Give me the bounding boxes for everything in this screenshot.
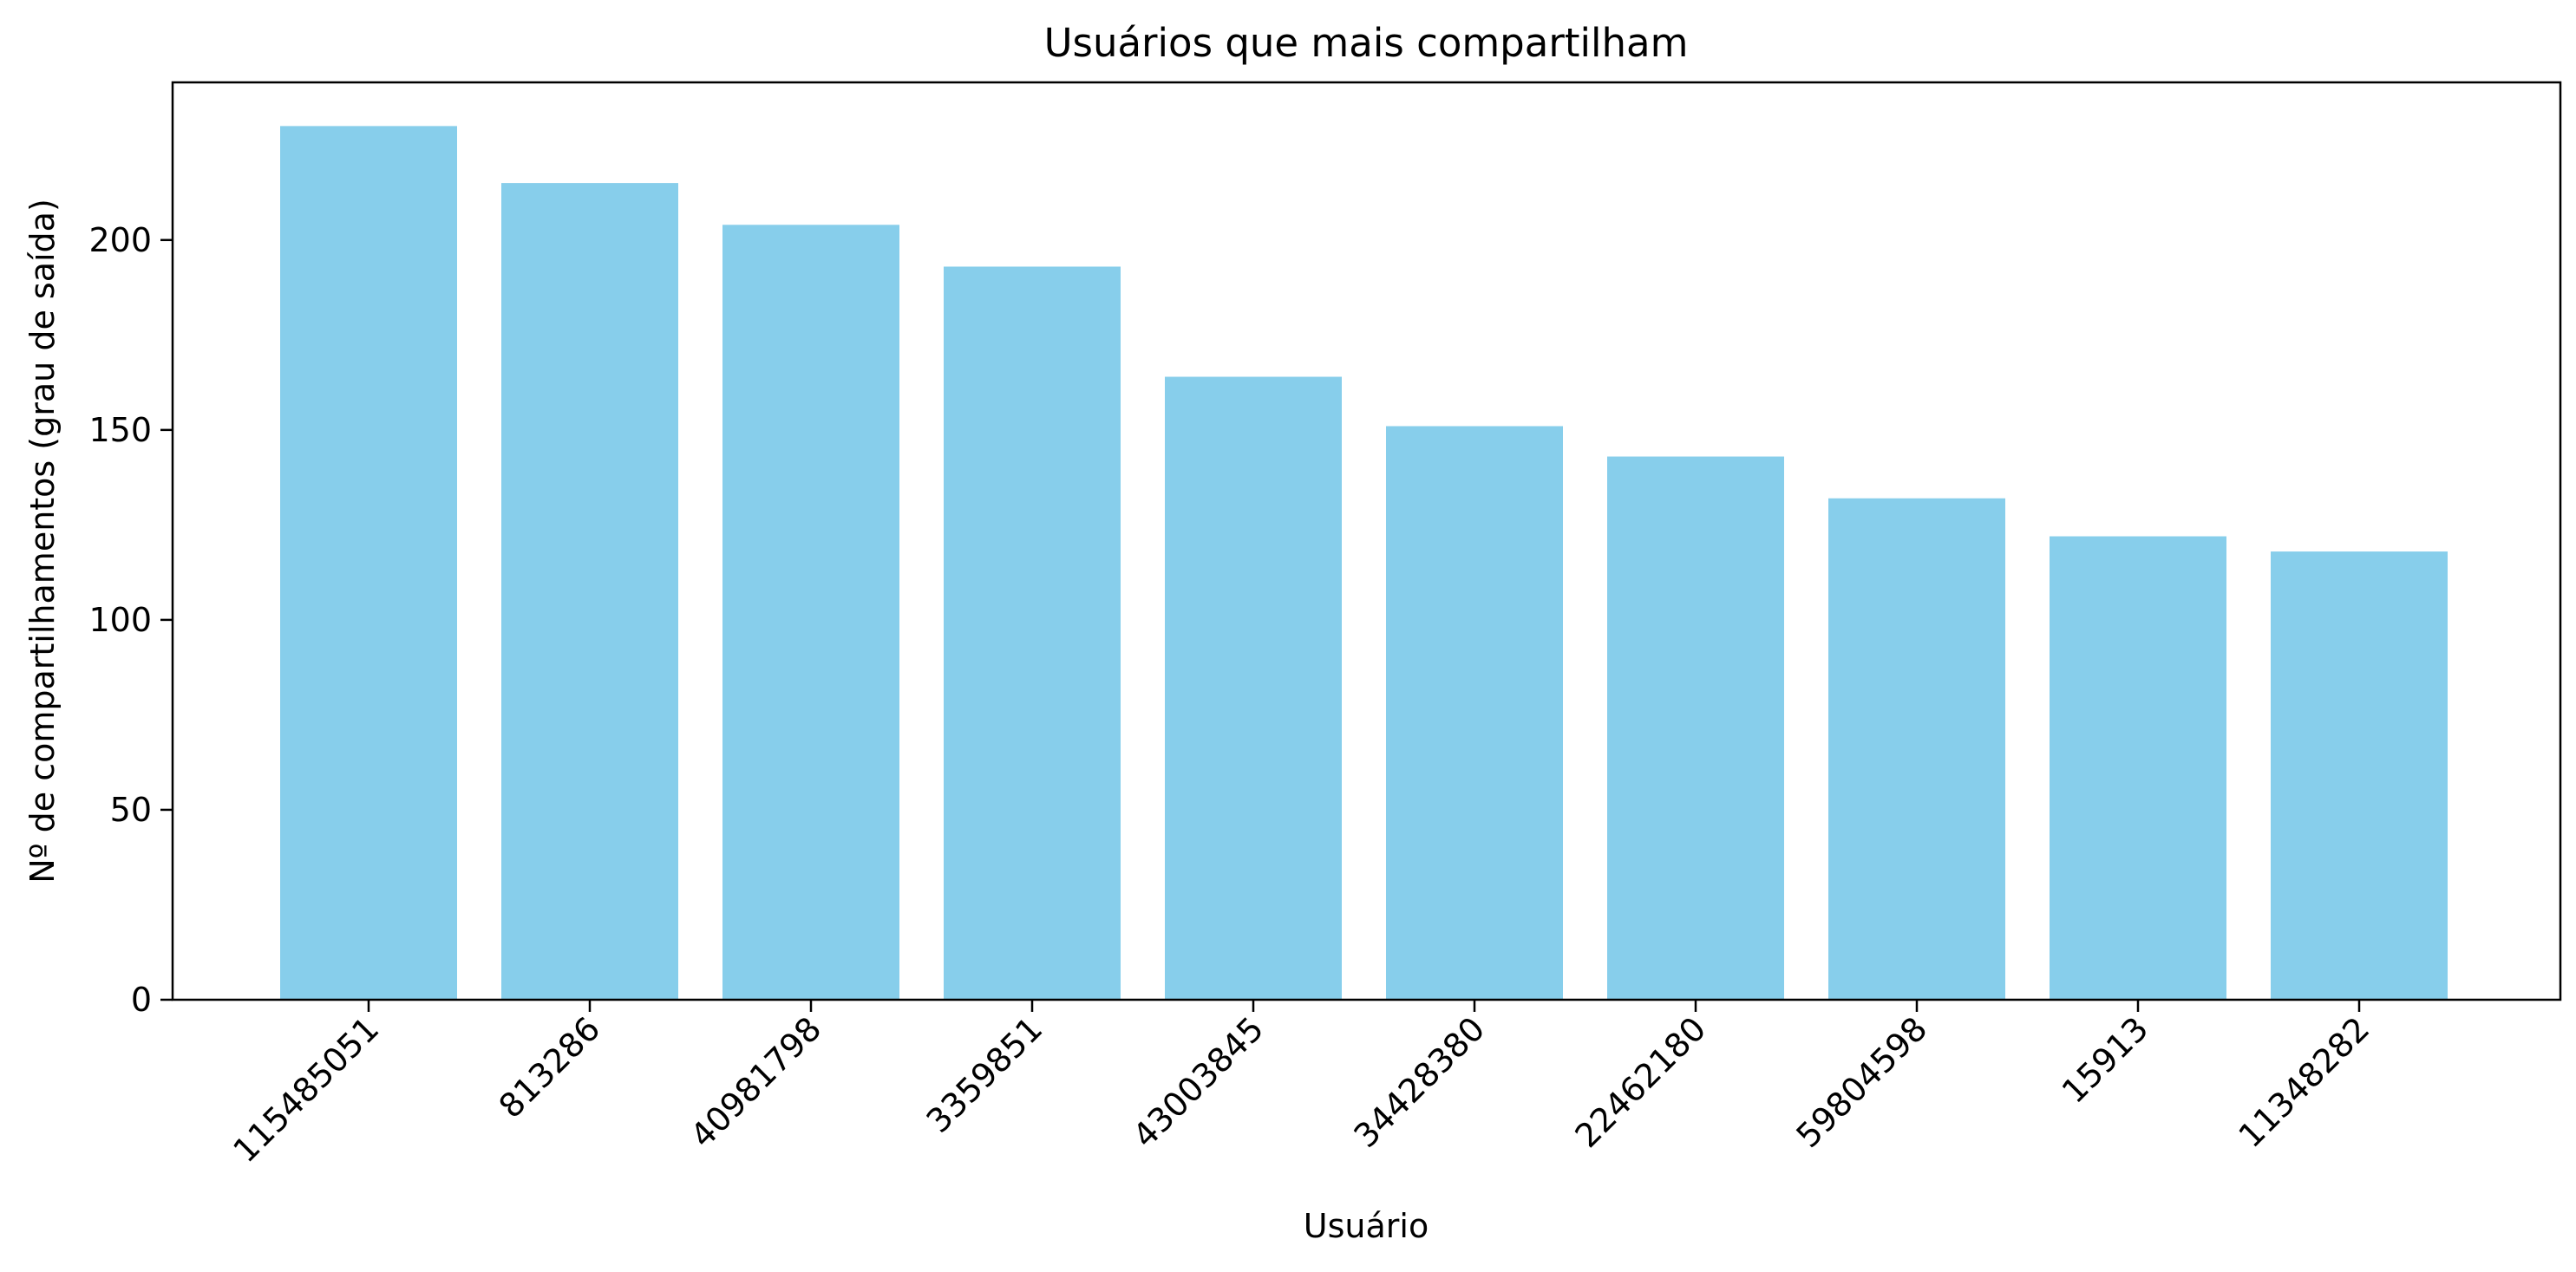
y-tick-label: 0 — [131, 981, 152, 1019]
bar-813286 — [501, 183, 678, 1001]
x-axis-label: Usuário — [1304, 1207, 1429, 1245]
y-tick-label: 100 — [88, 601, 152, 639]
bars-group — [280, 126, 2448, 1001]
y-tick-label: 150 — [88, 411, 152, 449]
y-tick-label: 50 — [110, 791, 152, 829]
bar-3359851 — [944, 266, 1121, 1000]
bar-11348282 — [2271, 551, 2448, 1000]
bar-15913 — [2050, 536, 2226, 1000]
bar-59804598 — [1828, 498, 2005, 1000]
y-axis-label: Nº de compartilhamentos (grau de saída) — [23, 199, 62, 884]
bar-40981798 — [722, 225, 899, 1000]
x-tick-label: 59804598 — [1788, 1009, 1934, 1155]
y-tick-label: 200 — [88, 221, 152, 259]
bar-115485051 — [280, 126, 457, 1000]
x-axis-ticks: 115485051 813286 40981798 3359851 43003845 34… — [226, 1000, 2377, 1170]
plot-area-frame — [171, 81, 2562, 1001]
x-tick-label: 15913 — [2055, 1009, 2156, 1111]
x-tick-label: 813286 — [492, 1009, 608, 1125]
x-tick-label: 40981798 — [683, 1009, 828, 1155]
x-tick-label: 34428380 — [1346, 1009, 1492, 1155]
chart-title: Usuários que mais compartilham — [1044, 20, 1689, 66]
x-tick-label: 43003845 — [1125, 1009, 1271, 1155]
x-tick-label: 3359851 — [919, 1009, 1050, 1140]
y-axis-ticks: 0 50 100 150 200 — [88, 221, 173, 1019]
x-tick-label: 11348282 — [2231, 1009, 2377, 1155]
x-tick-label: 22462180 — [1567, 1009, 1713, 1155]
x-tick-label: 115485051 — [226, 1009, 386, 1170]
bar-43003845 — [1165, 376, 1342, 1000]
bar-34428380 — [1386, 426, 1563, 1000]
bar-22462180 — [1607, 456, 1784, 1000]
